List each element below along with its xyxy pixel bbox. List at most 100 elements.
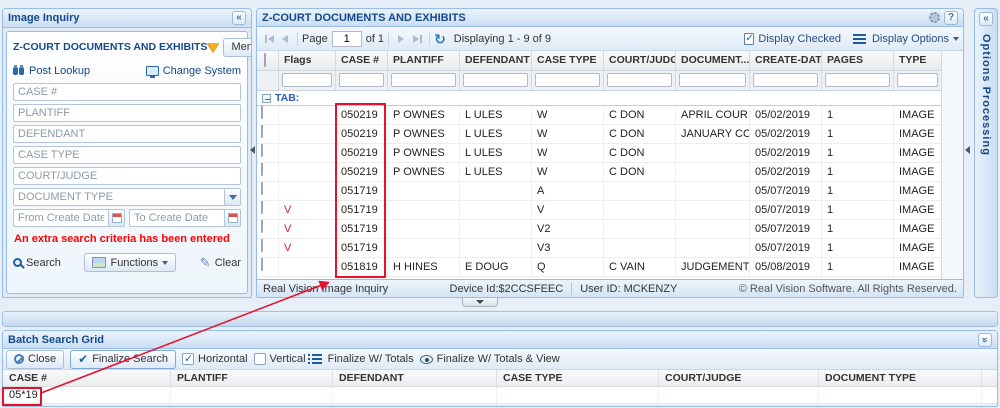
column-header-create-date[interactable]: CREATE-DATE: [750, 51, 822, 70]
row-checkbox[interactable]: [261, 163, 263, 176]
filter-input-plantiff[interactable]: [391, 73, 456, 87]
close-button[interactable]: Close: [6, 349, 65, 369]
from-date-trigger[interactable]: [108, 209, 125, 227]
collapse-left-icon[interactable]: «: [232, 11, 246, 25]
monitor-icon: [145, 66, 159, 78]
document-type-trigger[interactable]: [224, 188, 241, 206]
horizontal-checkbox[interactable]: [182, 352, 195, 365]
finalize-search-button[interactable]: ✔ Finalize Search: [70, 349, 177, 369]
batch-header-defendant[interactable]: DEFENDANT: [333, 370, 497, 386]
defendant-field[interactable]: [13, 125, 241, 143]
refresh-icon[interactable]: ↻: [434, 30, 446, 47]
cell-plantiff: [388, 239, 460, 257]
case-type-field[interactable]: [13, 146, 241, 164]
filter-input-defendant[interactable]: [463, 73, 528, 87]
expand-options-icon[interactable]: «: [979, 12, 993, 26]
gear-icon[interactable]: [929, 12, 940, 23]
finalize-totals-view-button[interactable]: Finalize W/ Totals & View: [419, 353, 560, 365]
row-checkbox[interactable]: [261, 201, 263, 214]
column-header-case-type[interactable]: CASE TYPE: [532, 51, 604, 70]
column-header-pages[interactable]: PAGES: [822, 51, 894, 70]
collapse-down-icon[interactable]: «: [978, 332, 992, 347]
row-checkbox[interactable]: [261, 144, 263, 157]
display-checked-button[interactable]: Display Checked: [744, 32, 841, 45]
filter-input-case-type[interactable]: [535, 73, 600, 87]
horizontal-option[interactable]: Horizontal: [182, 352, 248, 365]
clear-button[interactable]: ✎ Clear: [200, 256, 241, 269]
table-row[interactable]: V 051719 V 05/07/2019 1 IMAGE: [257, 201, 941, 220]
functions-button[interactable]: Functions: [84, 253, 177, 272]
cell-document: JUDGEMENT: [676, 258, 750, 276]
to-date-trigger[interactable]: [224, 209, 241, 227]
cell-type: IMAGE: [899, 166, 935, 178]
column-header-court-judge[interactable]: COURT/JUDGE: [604, 51, 676, 70]
left-splitter-handle-icon[interactable]: [250, 146, 255, 154]
grid-title-bar: Z-COURT DOCUMENTS AND EXHIBITS ?: [257, 9, 963, 27]
filter-input-pages[interactable]: [825, 73, 890, 87]
region-splitter-tab[interactable]: [462, 298, 498, 307]
column-header-document[interactable]: DOCUMENT...: [676, 51, 750, 70]
batch-header-document-type[interactable]: DOCUMENT TYPE: [819, 370, 982, 386]
column-header-case[interactable]: CASE #: [336, 51, 388, 70]
plantiff-field[interactable]: [13, 104, 241, 122]
case-number-field[interactable]: [13, 83, 241, 101]
prev-page-icon[interactable]: [277, 31, 293, 47]
batch-row[interactable]: 05*19: [3, 387, 997, 404]
first-page-icon[interactable]: [261, 31, 277, 47]
display-options-button[interactable]: Display Options: [852, 33, 959, 45]
table-row[interactable]: 051819 H HINES E DOUG Q C VAIN JUDGEMENT…: [257, 258, 941, 277]
column-header-defendant[interactable]: DEFENDANT: [460, 51, 532, 70]
court-judge-field[interactable]: [13, 167, 241, 185]
finalize-search-label: Finalize Search: [92, 353, 169, 365]
table-row[interactable]: 051719 A 05/07/2019 1 IMAGE: [257, 182, 941, 201]
help-icon[interactable]: ?: [944, 10, 958, 25]
cell-court-judge: C DON: [604, 106, 676, 124]
to-date-field[interactable]: [129, 209, 224, 227]
filter-input-flags[interactable]: [282, 73, 332, 87]
finalize-totals-button[interactable]: Finalize W/ Totals: [307, 353, 414, 365]
row-checkbox[interactable]: [261, 106, 263, 119]
post-lookup-button[interactable]: Post Lookup: [13, 65, 90, 77]
cell-flags: [279, 106, 336, 124]
batch-header-case[interactable]: CASE #: [3, 370, 171, 386]
document-type-field[interactable]: [13, 188, 224, 206]
last-page-icon[interactable]: [409, 31, 425, 47]
filter-input-create-date[interactable]: [753, 73, 818, 87]
vertical-option[interactable]: Vertical: [253, 353, 306, 365]
table-row[interactable]: 050219 P OWNES L ULES W C DON 05/02/2019…: [257, 163, 941, 182]
from-date-field[interactable]: [13, 209, 108, 227]
table-row[interactable]: 050219 P OWNES L ULES W C DON 05/02/2019…: [257, 144, 941, 163]
vertical-checkbox[interactable]: [253, 353, 266, 365]
select-all-checkbox[interactable]: [264, 53, 266, 67]
page-number-input[interactable]: [331, 30, 362, 47]
filter-input-court-judge[interactable]: [607, 73, 672, 87]
batch-header-court-judge[interactable]: COURT/JUDGE: [659, 370, 819, 386]
next-page-icon[interactable]: [393, 31, 409, 47]
collapse-group-icon[interactable]: [262, 93, 271, 103]
table-row[interactable]: 050219 P OWNES L ULES W C DON APRIL COUR…: [257, 106, 941, 125]
right-splitter-handle-icon[interactable]: [965, 146, 970, 154]
row-checkbox[interactable]: [261, 239, 263, 252]
row-checkbox[interactable]: [261, 258, 263, 271]
batch-header-plantiff[interactable]: PLANTIFF: [171, 370, 333, 386]
filter-input-case[interactable]: [339, 73, 384, 87]
row-checkbox[interactable]: [261, 220, 263, 233]
column-header-plantiff[interactable]: PLANTIFF: [388, 51, 460, 70]
table-row[interactable]: 050219 P OWNES L ULES W C DON JANUARY CO…: [257, 125, 941, 144]
column-header-type[interactable]: TYPE: [899, 54, 927, 66]
change-system-button[interactable]: Change System: [145, 65, 241, 78]
filter-input-type[interactable]: [897, 73, 938, 87]
row-checkbox[interactable]: [261, 182, 263, 195]
filter-input-document[interactable]: [679, 73, 746, 87]
cell-court-judge: C DON: [604, 163, 676, 181]
table-row[interactable]: V 051719 V3 05/07/2019 1 IMAGE: [257, 239, 941, 258]
row-checkbox[interactable]: [261, 125, 263, 138]
table-row[interactable]: V 051719 V2 05/07/2019 1 IMAGE: [257, 220, 941, 239]
batch-header-case-type[interactable]: CASE TYPE: [497, 370, 659, 386]
menu-button[interactable]: Menu: [223, 37, 251, 57]
horizontal-splitter-bar[interactable]: [2, 311, 998, 327]
page-of-label: of 1: [365, 32, 385, 45]
group-row-tab[interactable]: TAB:: [257, 91, 941, 106]
search-button[interactable]: Search: [13, 257, 61, 269]
column-header-flags[interactable]: Flags: [279, 51, 336, 70]
